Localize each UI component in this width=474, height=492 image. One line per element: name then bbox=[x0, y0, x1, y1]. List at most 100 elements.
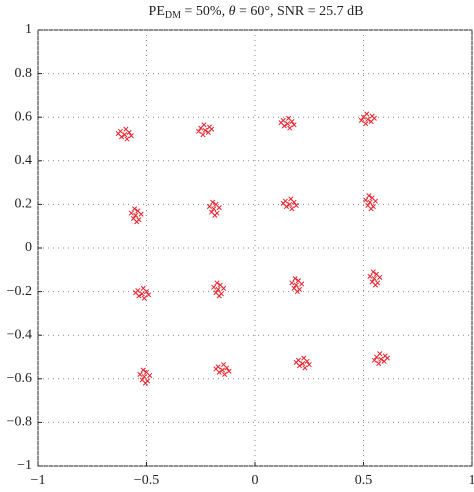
point bbox=[300, 360, 306, 367]
point bbox=[122, 132, 128, 138]
point bbox=[216, 205, 222, 211]
point bbox=[371, 357, 377, 363]
point bbox=[278, 120, 284, 126]
point bbox=[226, 368, 232, 374]
point bbox=[140, 367, 146, 373]
point bbox=[299, 281, 305, 287]
x-tick-label: −0.5 bbox=[134, 473, 159, 488]
point bbox=[200, 132, 206, 138]
point bbox=[142, 380, 148, 386]
point bbox=[140, 285, 146, 291]
point bbox=[141, 374, 147, 380]
point bbox=[371, 115, 377, 121]
point bbox=[372, 282, 378, 288]
point bbox=[367, 273, 373, 279]
y-tick-label: −0.8 bbox=[7, 415, 32, 430]
point bbox=[372, 198, 378, 204]
point bbox=[141, 295, 147, 301]
point bbox=[201, 122, 207, 128]
title-part: PE bbox=[149, 4, 165, 19]
point bbox=[128, 133, 134, 139]
point bbox=[280, 200, 286, 206]
chart-title: PEDM = 50%, θ = 60°, SNR = 25.7 dB bbox=[149, 4, 364, 21]
point bbox=[124, 136, 130, 142]
y-tick-label: 0.4 bbox=[15, 153, 33, 168]
point bbox=[206, 204, 212, 210]
x-tick-label: 1 bbox=[469, 473, 474, 488]
point bbox=[358, 117, 364, 124]
point bbox=[138, 211, 144, 217]
x-tick-label: −1 bbox=[31, 473, 46, 488]
point bbox=[133, 290, 139, 296]
point bbox=[222, 371, 228, 377]
point bbox=[292, 275, 298, 282]
point bbox=[139, 291, 145, 297]
point bbox=[219, 367, 226, 373]
point bbox=[364, 111, 370, 117]
point bbox=[286, 115, 292, 121]
point bbox=[294, 289, 300, 295]
point bbox=[287, 125, 293, 131]
point bbox=[196, 128, 202, 134]
point bbox=[216, 293, 222, 299]
title-part: = 60°, SNR = 25.7 dB bbox=[235, 4, 363, 19]
point bbox=[213, 366, 219, 372]
y-tick-label: 0.2 bbox=[15, 197, 33, 212]
point bbox=[376, 360, 382, 367]
point bbox=[210, 199, 216, 205]
point bbox=[288, 196, 294, 202]
point bbox=[367, 199, 373, 205]
y-tick-label: −0.2 bbox=[7, 284, 32, 299]
point bbox=[363, 197, 369, 203]
point bbox=[214, 280, 220, 286]
y-tick-label: 0 bbox=[25, 240, 32, 255]
point bbox=[306, 362, 312, 368]
point bbox=[128, 210, 134, 216]
point bbox=[132, 206, 138, 212]
point bbox=[378, 356, 384, 362]
point bbox=[211, 284, 217, 290]
y-tick-label: −0.4 bbox=[7, 327, 32, 342]
point bbox=[366, 193, 372, 199]
point bbox=[377, 274, 383, 280]
point bbox=[211, 206, 217, 212]
y-tick-label: −1 bbox=[17, 458, 32, 473]
title-part: = 50%, bbox=[181, 4, 229, 19]
point bbox=[133, 212, 139, 218]
point bbox=[284, 121, 291, 127]
point bbox=[371, 275, 377, 282]
point bbox=[115, 130, 121, 137]
point bbox=[302, 365, 308, 371]
point bbox=[377, 351, 383, 357]
point bbox=[293, 359, 299, 366]
point bbox=[370, 269, 376, 275]
title-subscript: DM bbox=[165, 10, 181, 21]
x-tick-label: 0 bbox=[252, 473, 259, 488]
point bbox=[147, 372, 153, 379]
y-tick-label: 0.8 bbox=[15, 66, 33, 81]
y-tick-label: 1 bbox=[25, 22, 32, 37]
point bbox=[384, 355, 390, 361]
y-tick-label: 0.6 bbox=[15, 109, 33, 124]
point bbox=[220, 285, 227, 291]
point bbox=[215, 286, 221, 292]
point bbox=[301, 355, 307, 361]
point bbox=[365, 116, 371, 122]
point bbox=[146, 292, 152, 298]
point bbox=[134, 219, 140, 225]
title-symbol: θ bbox=[229, 4, 236, 19]
point bbox=[289, 206, 295, 212]
point bbox=[291, 122, 297, 128]
point bbox=[212, 212, 218, 218]
point bbox=[289, 280, 295, 286]
point bbox=[287, 201, 293, 207]
point bbox=[202, 127, 208, 133]
point bbox=[123, 126, 129, 132]
point bbox=[363, 121, 369, 127]
x-tick-label: 0.5 bbox=[355, 473, 373, 488]
point bbox=[209, 126, 215, 132]
point bbox=[293, 282, 299, 288]
y-tick-label: −0.6 bbox=[7, 371, 32, 386]
point bbox=[220, 362, 227, 368]
